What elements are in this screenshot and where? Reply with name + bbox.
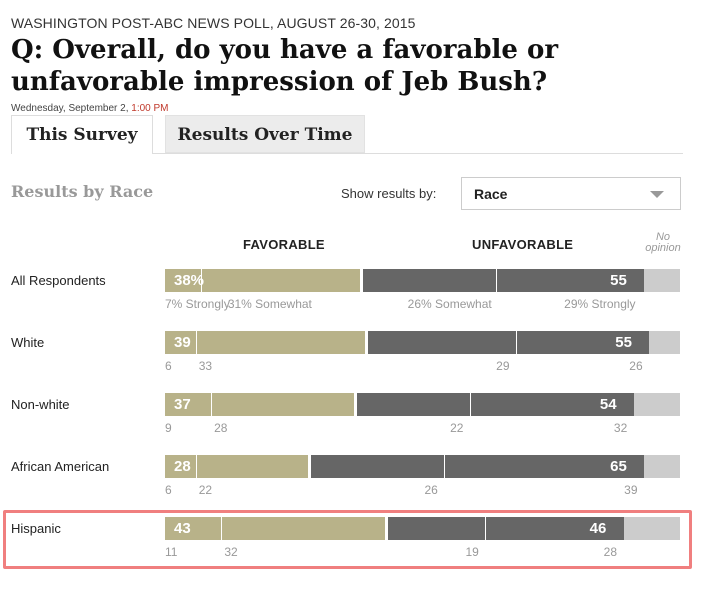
no-opinion-bar bbox=[649, 331, 680, 354]
unf-strong-label: 32 bbox=[613, 421, 628, 435]
results-by-select[interactable]: Race bbox=[461, 177, 681, 210]
highlight-box bbox=[3, 510, 692, 569]
unfavorable-divider bbox=[470, 393, 472, 416]
show-results-label: Show results by: bbox=[341, 186, 437, 201]
unfavorable-bar bbox=[388, 517, 624, 540]
unfavorable-value: 46 bbox=[589, 520, 607, 537]
favorable-bar bbox=[165, 455, 309, 478]
favorable-value: 39 bbox=[174, 334, 191, 351]
fav-somewhat-label: 32 bbox=[224, 545, 238, 559]
row-label-all-respondents: All Respondents bbox=[11, 273, 106, 288]
unfavorable-bar bbox=[357, 393, 634, 416]
unf-strong-label: 29% Strongly bbox=[564, 297, 636, 311]
unfavorable-header: UNFAVORABLE bbox=[472, 237, 574, 252]
favorable-bar bbox=[165, 331, 365, 354]
unf-somewhat-label: 26% Somewhat bbox=[407, 297, 492, 311]
fav-somewhat-label: 28 bbox=[214, 421, 228, 435]
favorable-bar bbox=[165, 517, 386, 540]
favorable-bar bbox=[165, 269, 360, 292]
fav-strong-label: 6 bbox=[165, 483, 172, 497]
favorable-divider bbox=[211, 393, 213, 416]
section-title: Results by Race bbox=[11, 182, 154, 201]
fav-somewhat-label: 22 bbox=[198, 483, 213, 497]
unf-strong-label: 39 bbox=[624, 483, 638, 497]
no-opinion-header: No opinion bbox=[645, 231, 681, 254]
row-label-white: White bbox=[11, 335, 45, 350]
unf-somewhat-label: 29 bbox=[496, 359, 510, 373]
date-text: Wednesday, September 2, bbox=[11, 103, 129, 114]
favorable-divider bbox=[200, 269, 202, 292]
row-label-non-white: Non-white bbox=[11, 397, 70, 412]
tab-divider bbox=[153, 153, 683, 154]
unfavorable-value: 55 bbox=[610, 272, 627, 289]
fav-strong-label: 7% Strongly bbox=[165, 297, 230, 311]
row-label-hispanic: Hispanic bbox=[11, 521, 61, 536]
unfavorable-bar bbox=[367, 331, 650, 354]
unfavorable-divider bbox=[516, 331, 518, 354]
unfavorable-bar bbox=[311, 455, 645, 478]
unf-somewhat-label: 19 bbox=[465, 545, 479, 559]
poll-kicker: WASHINGTON POST-ABC NEWS POLL, AUGUST 26… bbox=[11, 15, 416, 31]
unf-somewhat-label: 26 bbox=[424, 483, 438, 497]
favorable-value: 43 bbox=[174, 520, 191, 537]
unf-strong-label: 26 bbox=[629, 359, 643, 373]
fav-strong-label: 11 bbox=[165, 545, 178, 559]
favorable-header: FAVORABLE bbox=[243, 237, 325, 252]
fav-somewhat-label: 33 bbox=[198, 359, 213, 373]
unfavorable-value: 65 bbox=[610, 458, 627, 475]
unfavorable-value: 55 bbox=[615, 334, 632, 351]
fav-strong-label: 9 bbox=[165, 421, 172, 435]
select-value: Race bbox=[474, 186, 508, 202]
row-label-african-american: African American bbox=[11, 459, 110, 474]
no-opinion-bar bbox=[623, 517, 680, 540]
unfavorable-divider bbox=[444, 455, 446, 478]
unf-somewhat-label: 22 bbox=[450, 421, 464, 435]
unf-strong-label: 28 bbox=[603, 545, 618, 559]
fav-strong-label: 6 bbox=[165, 359, 172, 373]
unfavorable-bar bbox=[362, 269, 645, 292]
no-opinion-bar bbox=[633, 393, 680, 416]
favorable-value: 37 bbox=[174, 396, 191, 413]
dateline: Wednesday, September 2, 1:00 PM bbox=[11, 103, 169, 114]
time-text: 1:00 PM bbox=[131, 103, 169, 114]
favorable-value: 28 bbox=[174, 458, 191, 475]
favorable-divider bbox=[195, 331, 197, 354]
unfavorable-divider bbox=[495, 269, 497, 292]
unfavorable-value: 54 bbox=[599, 396, 617, 413]
favorable-value: 38% bbox=[174, 272, 205, 289]
unfavorable-divider bbox=[485, 517, 487, 540]
no-opinion-bar bbox=[644, 269, 680, 292]
page-title: Q: Overall, do you have a favorable or u… bbox=[11, 35, 559, 97]
fav-somewhat-label: 31% Somewhat bbox=[227, 297, 312, 311]
tab-results-over-time[interactable]: Results Over Time bbox=[165, 115, 365, 153]
chevron-down-icon bbox=[650, 191, 664, 198]
favorable-bar bbox=[165, 393, 355, 416]
favorable-divider bbox=[195, 455, 197, 478]
favorable-divider bbox=[221, 517, 223, 540]
tab-this-survey[interactable]: This Survey bbox=[11, 115, 153, 154]
no-opinion-bar bbox=[644, 455, 680, 478]
